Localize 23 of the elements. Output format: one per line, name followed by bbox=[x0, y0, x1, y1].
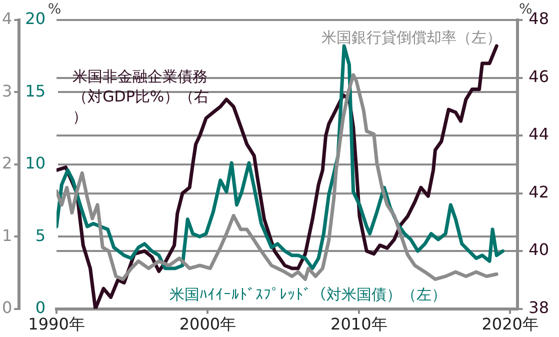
y-tick-label: 0 bbox=[2, 298, 12, 317]
x-tick-label: 1990年 bbox=[28, 314, 85, 334]
y2-tick-label: 46 bbox=[528, 66, 549, 86]
y-tick-label: 2 bbox=[2, 154, 12, 173]
series-label: 米国ﾊｲｲｰﾙﾄﾞｽﾌﾟﾚｯﾄﾞ（対米国債）（左） bbox=[170, 286, 447, 304]
y2-tick-label: 42 bbox=[528, 182, 549, 202]
y2-tick-label: 40 bbox=[528, 240, 549, 260]
y3-tick-label: 10 bbox=[25, 154, 46, 173]
y3-tick-label: 20 bbox=[25, 9, 46, 28]
y3-tick-label: 5 bbox=[35, 226, 46, 245]
y-axis-title: % bbox=[48, 2, 62, 18]
x-tick-label: 2010年 bbox=[330, 314, 388, 334]
y-tick-label: 3 bbox=[2, 81, 12, 100]
text: 米国銀行貸倒償却率（左） bbox=[322, 28, 502, 47]
x-tick-label: 2000年 bbox=[179, 314, 236, 334]
y-tick-label: 4 bbox=[2, 9, 12, 28]
y2-tick-label: 44 bbox=[528, 124, 549, 144]
y3-tick-label: 15 bbox=[25, 81, 46, 100]
x-tick-label: 2020年 bbox=[482, 314, 538, 334]
y2-tick-label: 38 bbox=[528, 298, 549, 317]
series-label: 米国非金融企業債務（対GDP比%）（右） bbox=[72, 68, 210, 126]
y3-tick-label: 0 bbox=[35, 298, 46, 317]
y-tick-label: 1 bbox=[2, 226, 12, 245]
